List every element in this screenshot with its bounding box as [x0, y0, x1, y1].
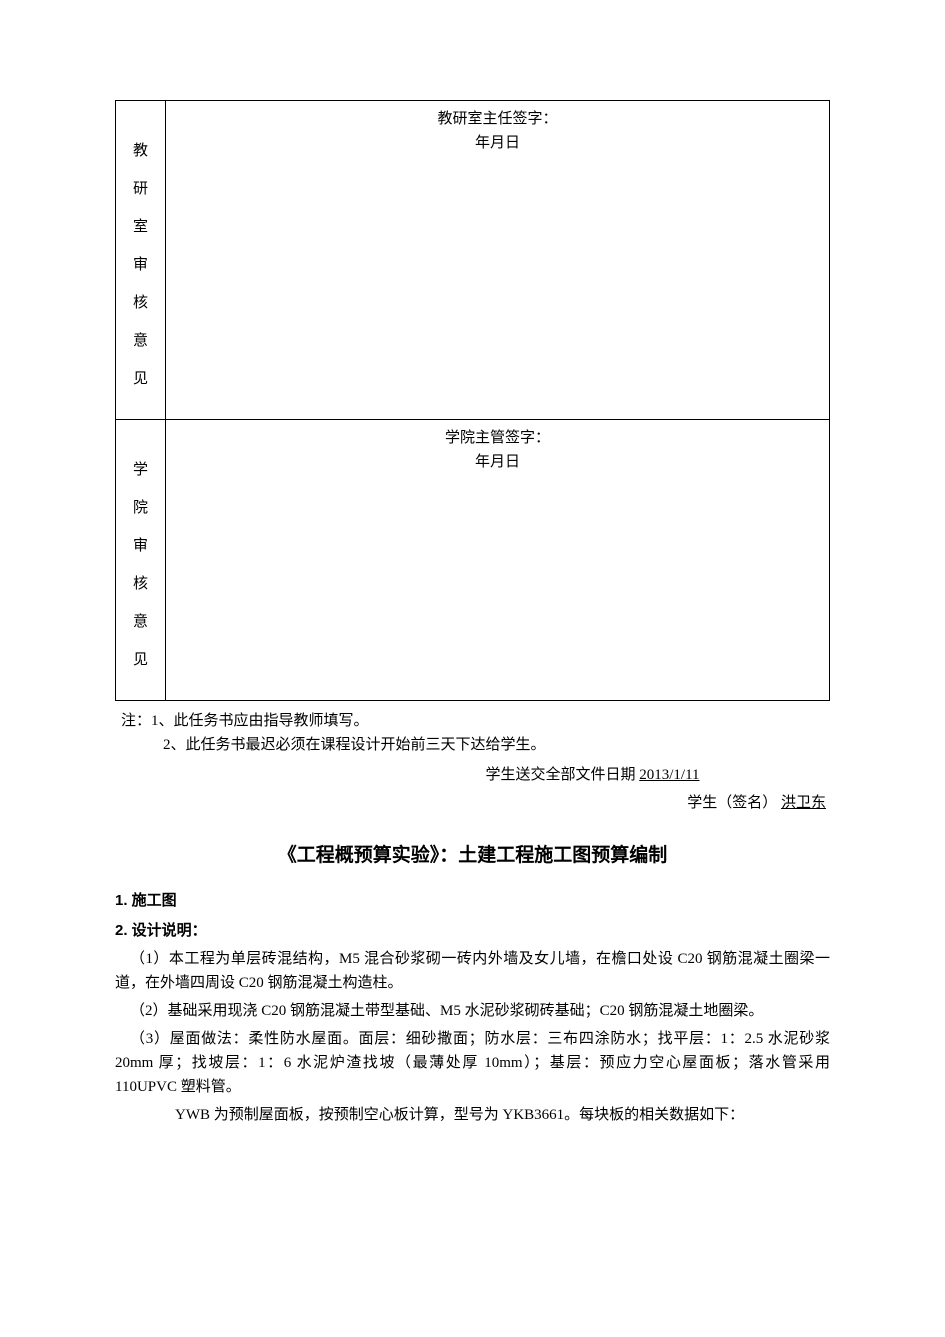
submit-date-line: 学生送交全部文件日期 2013/1/11: [115, 763, 830, 787]
vchar: 室: [133, 215, 148, 239]
college-signature-title: 学院主管签字：: [166, 426, 829, 450]
note-1: 注：1、此任务书应由指导教师填写。: [121, 709, 830, 733]
section-1-head: 1. 施工图: [115, 889, 830, 913]
vchar: 学: [133, 458, 148, 482]
submit-prefix: 学生送交全部文件日期: [485, 767, 635, 783]
college-signature-date: 年月日: [166, 450, 829, 474]
vchar: 研: [133, 177, 148, 201]
note-2: 2、此任务书最迟必须在课程设计开始前三天下达给学生。: [163, 733, 830, 757]
vchar: 见: [133, 648, 148, 672]
college-signature-cell: 学院主管签字： 年月日: [166, 420, 830, 701]
vchar: 核: [133, 291, 148, 315]
section-2-head: 2. 设计说明：: [115, 919, 830, 943]
design-para-1: （1）本工程为单层砖混结构，M5 混合砂浆砌一砖内外墙及女儿墙，在檐口处设 C2…: [115, 947, 830, 995]
dept-label-cell: 教 研 室 审 核 意 见: [116, 101, 166, 420]
notes-block: 注：1、此任务书应由指导教师填写。 2、此任务书最迟必须在课程设计开始前三天下达…: [115, 709, 830, 757]
approval-row-college: 学 院 审 核 意 见 学院主管签字： 年月日: [116, 420, 830, 701]
college-label-cell: 学 院 审 核 意 见: [116, 420, 166, 701]
design-para-4: YWB 为预制屋面板，按预制空心板计算，型号为 YKB3661。每块板的相关数据…: [115, 1103, 830, 1127]
dept-label-chars: 教 研 室 审 核 意 见: [116, 139, 165, 391]
dept-signature-cell: 教研室主任签字： 年月日: [166, 101, 830, 420]
dept-signature-date: 年月日: [166, 131, 829, 155]
approval-table: 教 研 室 审 核 意 见 教研室主任签字： 年月日 学 院 审 核 意: [115, 100, 830, 701]
vchar: 核: [133, 572, 148, 596]
vchar: 审: [133, 253, 148, 277]
student-sign-name: 洪卫东: [781, 795, 826, 811]
vchar: 意: [133, 610, 148, 634]
vchar: 院: [133, 496, 148, 520]
vchar: 教: [133, 139, 148, 163]
vchar: 意: [133, 329, 148, 353]
document-title: 《工程概预算实验》：土建工程施工图预算编制: [115, 841, 830, 871]
design-para-2: （2）基础采用现浇 C20 钢筋混凝土带型基础、M5 水泥砂浆砌砖基础；C20 …: [115, 999, 830, 1023]
submit-date: 2013/1/11: [639, 767, 699, 783]
dept-signature-title: 教研室主任签字：: [166, 107, 829, 131]
college-label-chars: 学 院 审 核 意 见: [116, 458, 165, 672]
student-sign-prefix: 学生（签名）: [687, 795, 777, 811]
student-sign-line: 学生（签名） 洪卫东: [115, 791, 830, 815]
vchar: 审: [133, 534, 148, 558]
vchar: 见: [133, 367, 148, 391]
approval-row-department: 教 研 室 审 核 意 见 教研室主任签字： 年月日: [116, 101, 830, 420]
design-para-3: （3）屋面做法：柔性防水屋面。面层：细砂撒面；防水层：三布四涂防水；找平层：1：…: [115, 1027, 830, 1099]
